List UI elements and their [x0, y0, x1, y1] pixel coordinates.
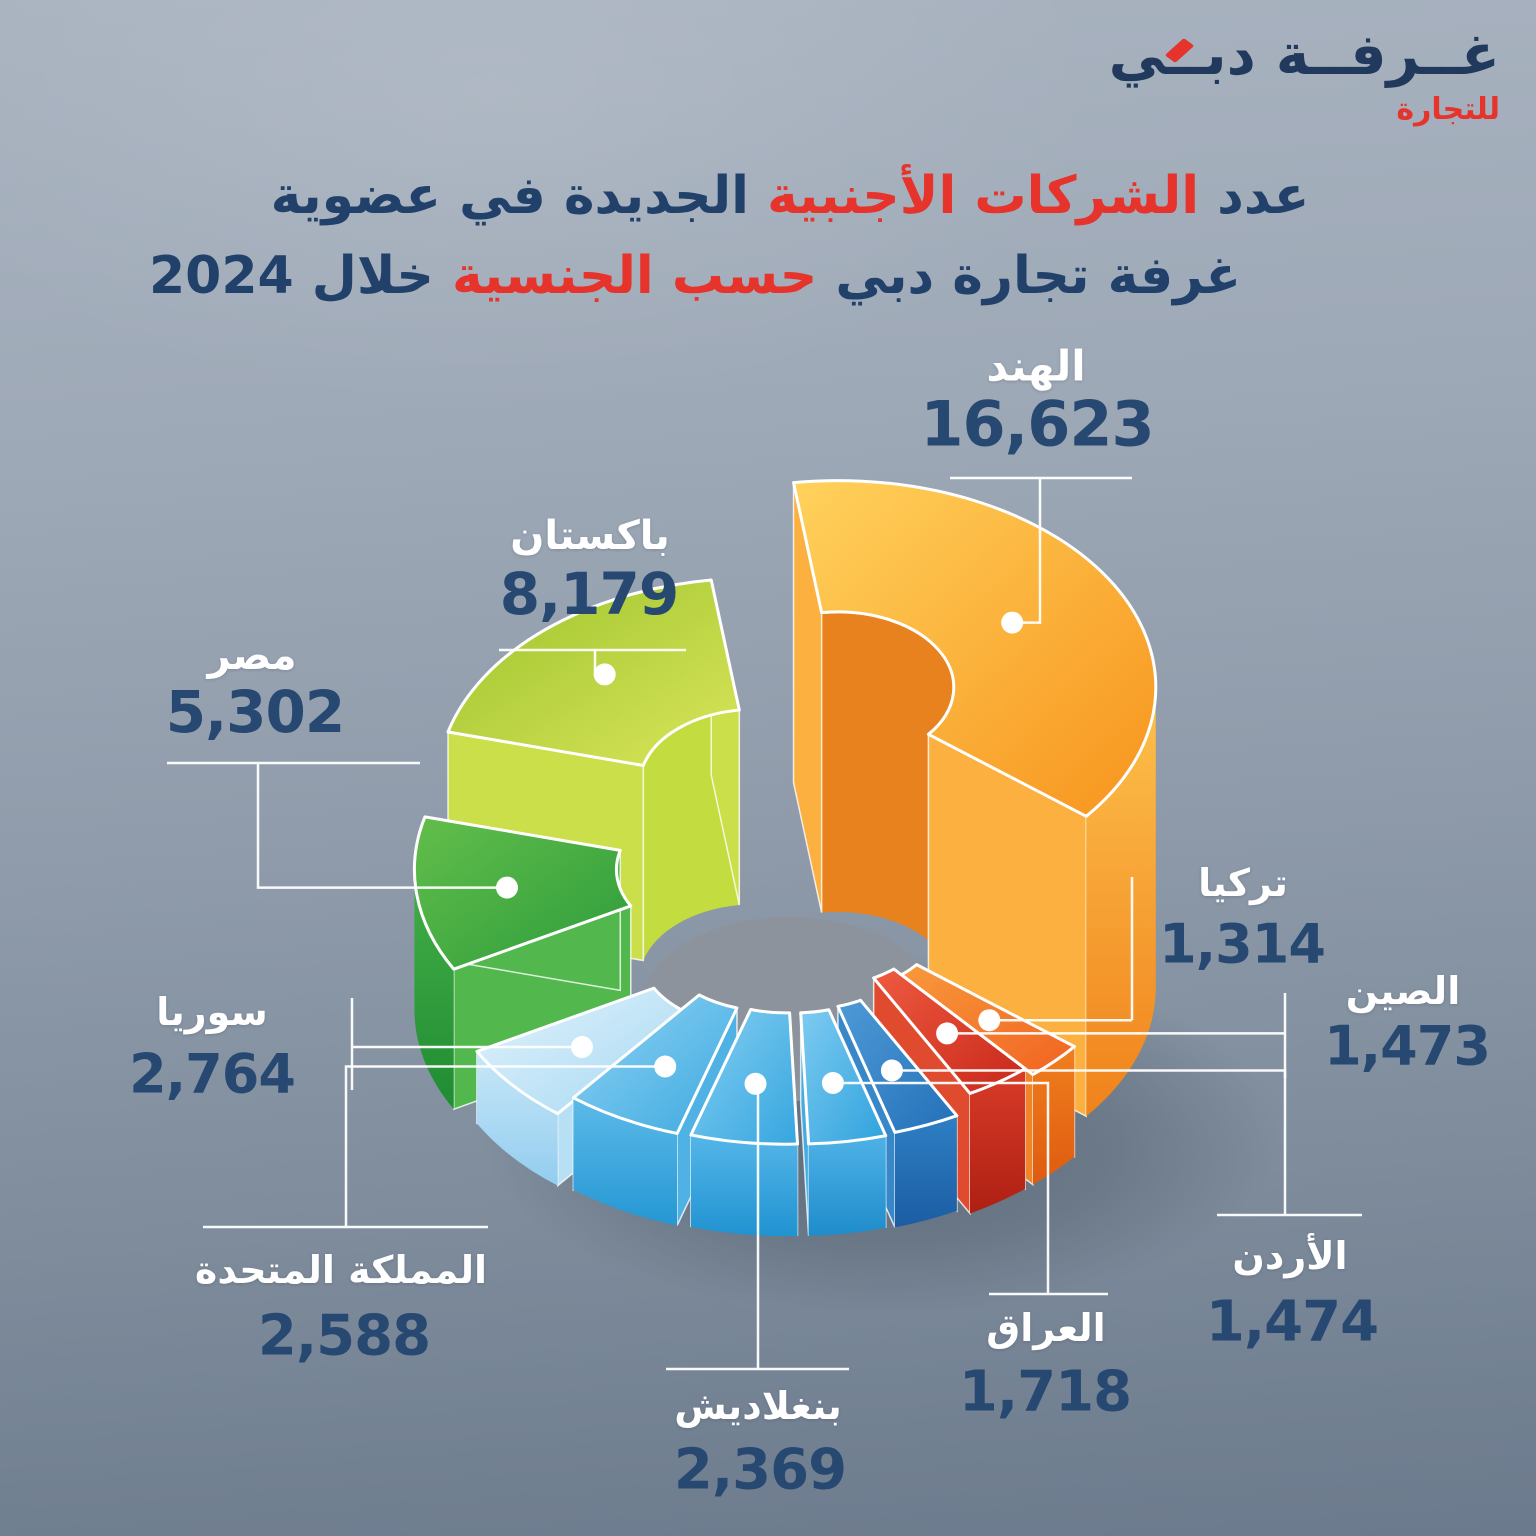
connector-dot-turkey: [978, 1009, 1001, 1032]
country-value-egypt: 5,302: [165, 678, 345, 746]
connector-line-iraq: [832, 1081, 1108, 1296]
country-name-china: الصين: [1345, 969, 1461, 1013]
country-name-india-wrap: الهند: [986, 342, 1085, 391]
title-text: عدد: [1199, 166, 1310, 226]
slice-outer-wall: [414, 869, 454, 1110]
slice-top-face: [412, 815, 633, 971]
connector-line-syria: [350, 998, 582, 1090]
chart-title-line-1: عدد الشركات الأجنبية الجديدة في عضوية: [271, 166, 1310, 226]
country-name-turkey: تركيا: [1198, 861, 1288, 905]
slice-outer-wall: [1032, 1046, 1075, 1185]
dubai-chamber-logo: غــرفــة دبــي للتجارة: [1109, 25, 1500, 127]
slice-top-face: [446, 578, 741, 767]
country-value-pakistan: 8,179: [499, 560, 679, 628]
connector-dot-egypt: [496, 876, 518, 899]
country-name-egypt: مصر: [207, 633, 297, 679]
country-name-turkey-wrap: تركيا: [1198, 861, 1288, 905]
connector-layer: [167, 476, 1362, 1371]
connector-dot-syria: [571, 1036, 593, 1058]
country-value-bangladesh: 2,369: [673, 1437, 847, 1503]
pie-slice-bangladesh: [689, 1008, 800, 1237]
slice-outer-wall: [808, 1135, 886, 1236]
country-value-syria: 2,764: [129, 1042, 296, 1106]
country-value-india-wrap: 16,623: [920, 387, 1154, 461]
country-name-jordan-wrap: الأردن: [1232, 1234, 1347, 1278]
country-name-egypt-wrap: مصر: [207, 633, 296, 679]
connector-line-china: [947, 993, 1287, 1078]
connector-dot-iraq: [821, 1072, 844, 1094]
connector-line-egypt: [167, 761, 507, 889]
country-name-india: الهند: [986, 341, 1086, 391]
connector-dot-uk: [654, 1055, 677, 1078]
slice-outer-wall: [690, 1134, 798, 1237]
slice-top-face: [792, 479, 1158, 818]
pie-slice-iraq: [799, 1008, 888, 1236]
country-value-turkey: 1,314: [1159, 912, 1326, 976]
connector-dot-pakistan: [593, 663, 616, 686]
title-text-highlight: حسب الجنسية: [452, 246, 818, 306]
connector-dot-china: [936, 1022, 959, 1045]
country-value-syria-wrap: 2,764: [129, 1042, 296, 1106]
country-name-uk-wrap: المملكة المتحدة: [195, 1248, 487, 1292]
slice-top-face: [799, 1008, 888, 1146]
country-value-bangladesh-wrap: 2,369: [673, 1437, 847, 1503]
connector-dot-jordan: [880, 1059, 903, 1082]
slice-top-face: [689, 1008, 800, 1146]
country-value-iraq-wrap: 1,718: [958, 1359, 1132, 1425]
slice-outer-wall: [573, 1097, 678, 1226]
country-value-turkey-wrap: 1,314: [1159, 912, 1326, 976]
country-value-iraq: 1,718: [958, 1359, 1132, 1425]
country-name-pakistan: باكستان: [510, 513, 670, 559]
country-value-pakistan-wrap: 8,179: [499, 560, 679, 628]
slice-outer-wall: [1086, 687, 1156, 1117]
connector-dot-bangladesh: [744, 1072, 767, 1095]
logo-tagline: للتجارة: [1396, 91, 1500, 127]
country-value-jordan: 1,474: [1205, 1289, 1379, 1355]
country-name-china-wrap: الصين: [1346, 969, 1460, 1013]
slice-inner-wall: [821, 611, 954, 988]
connector-dot-india: [1001, 611, 1024, 634]
country-name-iraq-wrap: العراق: [986, 1306, 1105, 1350]
pie-slice-egypt: [412, 815, 633, 1111]
country-name-syria-wrap: سوريا: [156, 990, 268, 1034]
country-value-jordan-wrap: 1,474: [1205, 1289, 1379, 1355]
country-value-china-wrap: 1,473: [1324, 1014, 1491, 1078]
country-name-iraq: العراق: [986, 1306, 1106, 1350]
slice-outer-wall: [894, 1115, 957, 1228]
country-value-uk: 2,588: [257, 1303, 431, 1369]
country-name-uk: المملكة المتحدة: [194, 1248, 488, 1292]
slice-outer-wall: [969, 1068, 1026, 1214]
title-text: خلال 2024: [148, 246, 452, 306]
slice-outer-wall: [476, 1051, 558, 1186]
title-text: الجديدة في عضوية: [270, 166, 768, 226]
country-value-india: 16,623: [920, 387, 1154, 461]
chart-title-line-2: غرفة تجارة دبي حسب الجنسية خلال 2024: [149, 246, 1241, 306]
country-value-uk-wrap: 2,588: [257, 1303, 431, 1369]
connector-line-uk: [203, 1065, 666, 1229]
title-text-highlight: الشركات الأجنبية: [767, 166, 1200, 226]
connector-line-turkey: [989, 877, 1134, 1022]
country-value-egypt-wrap: 5,302: [165, 678, 345, 746]
country-name-syria: سوريا: [156, 990, 268, 1034]
country-name-bangladesh-wrap: بنغلاديش: [674, 1384, 842, 1428]
title-text: غرفة تجارة دبي: [817, 246, 1242, 306]
country-value-china: 1,473: [1324, 1014, 1491, 1078]
connector-line-jordan: [891, 1069, 1362, 1217]
country-name-pakistan-wrap: باكستان: [510, 513, 670, 559]
country-name-jordan: الأردن: [1232, 1234, 1348, 1278]
country-name-bangladesh: بنغلاديش: [674, 1384, 842, 1428]
